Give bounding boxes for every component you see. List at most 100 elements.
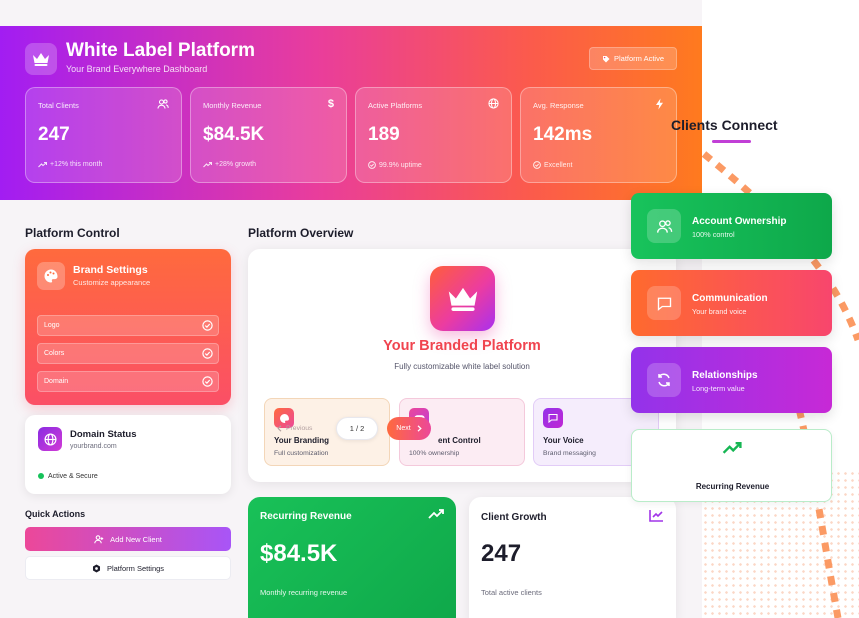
card-value: 247 bbox=[481, 540, 522, 567]
section-heading-platform-control: Platform Control bbox=[25, 226, 120, 240]
add-new-client-button[interactable]: Add New Client bbox=[25, 527, 231, 551]
dollar-icon: $ bbox=[327, 98, 334, 110]
card-title: Relationships bbox=[692, 370, 758, 381]
check-circle-icon bbox=[202, 376, 213, 387]
chevron-left-icon bbox=[277, 425, 282, 432]
users-icon bbox=[647, 209, 681, 243]
page-title: White Label Platform bbox=[66, 40, 255, 61]
client-growth-card[interactable]: Client Growth 247 Total active clients bbox=[469, 497, 676, 618]
check-circle-icon bbox=[533, 161, 541, 169]
recurring-revenue-card[interactable]: Recurring Revenue $84.5K Monthly recurri… bbox=[248, 497, 456, 618]
tag-icon bbox=[602, 55, 610, 63]
section-heading-quick-actions: Quick Actions bbox=[25, 509, 86, 519]
clients-connect-title: Clients Connect bbox=[671, 117, 778, 133]
title-underline bbox=[712, 140, 751, 143]
card-value: $84.5K bbox=[260, 540, 338, 567]
stat-card-avg-response[interactable]: Avg. Response 142ms Excellent bbox=[520, 87, 677, 183]
domain-status-title: Domain Status bbox=[70, 429, 137, 440]
check-circle-icon bbox=[202, 320, 213, 331]
stat-card-monthly-revenue[interactable]: Monthly Revenue $ $84.5K +28% growth bbox=[190, 87, 347, 183]
stat-value: 247 bbox=[38, 124, 70, 145]
domain-url: yourbrand.com bbox=[70, 443, 117, 450]
brand-row-domain[interactable]: Domain bbox=[37, 371, 219, 392]
trending-up-icon bbox=[38, 161, 47, 168]
carousel-next-button[interactable]: Next bbox=[387, 417, 431, 440]
card-title: Communication bbox=[692, 293, 768, 304]
recurring-revenue-tile[interactable]: Recurring Revenue bbox=[631, 429, 832, 502]
stat-label: Monthly Revenue bbox=[203, 101, 262, 110]
stat-card-total-clients[interactable]: Total Clients 247 +12% this month bbox=[25, 87, 182, 183]
stat-label: Avg. Response bbox=[533, 101, 584, 110]
add-new-client-label: Add New Client bbox=[110, 534, 162, 544]
brand-settings-card[interactable]: Brand Settings Customize appearance Logo… bbox=[25, 249, 231, 405]
brand-row-colors[interactable]: Colors bbox=[37, 343, 219, 364]
account-ownership-card[interactable]: Account Ownership 100% control bbox=[631, 193, 832, 259]
stat-note: +28% growth bbox=[203, 161, 256, 168]
feature-subtitle: 100% ownership bbox=[409, 450, 460, 457]
domain-status-card[interactable]: Domain Status yourbrand.com Active & Sec… bbox=[25, 415, 231, 494]
dashboard-header: White Label Platform Your Brand Everywhe… bbox=[0, 26, 702, 200]
card-note: Total active clients bbox=[481, 588, 542, 597]
section-heading-platform-overview: Platform Overview bbox=[248, 226, 354, 240]
stat-note: Excellent bbox=[533, 161, 572, 169]
message-icon bbox=[647, 286, 681, 320]
platform-settings-button[interactable]: Platform Settings bbox=[25, 556, 231, 580]
platform-status-badge[interactable]: Platform Active bbox=[589, 47, 677, 70]
chevron-right-icon bbox=[417, 425, 422, 432]
feature-title: Your Branding bbox=[274, 436, 329, 445]
brand-row-logo[interactable]: Logo bbox=[37, 315, 219, 336]
check-circle-icon bbox=[368, 161, 376, 169]
bolt-icon bbox=[655, 98, 664, 110]
platform-overview-card: Your Branded Platform Fully customizable… bbox=[248, 249, 676, 482]
relationships-card[interactable]: Relationships Long-term value bbox=[631, 347, 832, 413]
hero-title: Your Branded Platform bbox=[383, 338, 541, 354]
globe-icon bbox=[488, 98, 499, 109]
recurring-revenue-label: Recurring Revenue bbox=[695, 482, 770, 491]
card-subtitle: Your brand voice bbox=[692, 307, 747, 316]
message-icon bbox=[543, 408, 563, 428]
page-subtitle: Your Brand Everywhere Dashboard bbox=[66, 64, 208, 74]
domain-state: Active & Secure bbox=[48, 473, 98, 480]
stat-card-active-platforms[interactable]: Active Platforms 189 99.9% uptime bbox=[355, 87, 512, 183]
feature-title: ent Control bbox=[438, 436, 481, 445]
user-plus-icon bbox=[94, 534, 104, 544]
feature-title: Your Voice bbox=[543, 436, 584, 445]
card-subtitle: Long-term value bbox=[692, 384, 745, 393]
card-title: Client Growth bbox=[481, 512, 547, 523]
stat-label: Total Clients bbox=[38, 101, 79, 110]
chart-line-icon bbox=[649, 509, 664, 522]
carousel-counter: 1 / 2 bbox=[336, 417, 378, 440]
card-title: Recurring Revenue bbox=[260, 511, 352, 522]
palette-icon bbox=[37, 262, 65, 290]
card-note: Monthly recurring revenue bbox=[260, 588, 348, 597]
trending-up-icon bbox=[722, 442, 742, 454]
crown-icon bbox=[25, 43, 57, 75]
trending-up-icon bbox=[203, 161, 212, 168]
feature-subtitle: Full customization bbox=[274, 450, 329, 457]
users-icon bbox=[157, 98, 169, 110]
refresh-icon bbox=[647, 363, 681, 397]
status-label: Platform Active bbox=[613, 54, 665, 63]
card-title: Account Ownership bbox=[692, 216, 787, 227]
trending-up-icon bbox=[428, 509, 444, 519]
check-circle-icon bbox=[202, 348, 213, 359]
globe-icon bbox=[38, 427, 62, 451]
brand-settings-title: Brand Settings bbox=[73, 264, 148, 276]
feature-subtitle: Brand messaging bbox=[543, 450, 596, 457]
stat-value: 142ms bbox=[533, 124, 593, 145]
card-subtitle: 100% control bbox=[692, 230, 735, 239]
stat-note: +12% this month bbox=[38, 161, 102, 168]
carousel-previous-button[interactable]: Previous bbox=[277, 425, 312, 432]
gear-icon bbox=[92, 563, 101, 573]
stat-note: 99.9% uptime bbox=[368, 161, 422, 169]
status-dot bbox=[38, 473, 44, 479]
hero-subtitle: Fully customizable white label solution bbox=[394, 362, 530, 371]
stat-value: $84.5K bbox=[203, 124, 265, 145]
stat-label: Active Platforms bbox=[368, 101, 423, 110]
platform-settings-label: Platform Settings bbox=[106, 563, 165, 573]
palette-icon bbox=[274, 408, 294, 428]
communication-card[interactable]: Communication Your brand voice bbox=[631, 270, 832, 336]
brand-settings-subtitle: Customize appearance bbox=[73, 278, 151, 287]
crown-icon bbox=[430, 266, 495, 331]
stat-value: 189 bbox=[368, 124, 400, 145]
